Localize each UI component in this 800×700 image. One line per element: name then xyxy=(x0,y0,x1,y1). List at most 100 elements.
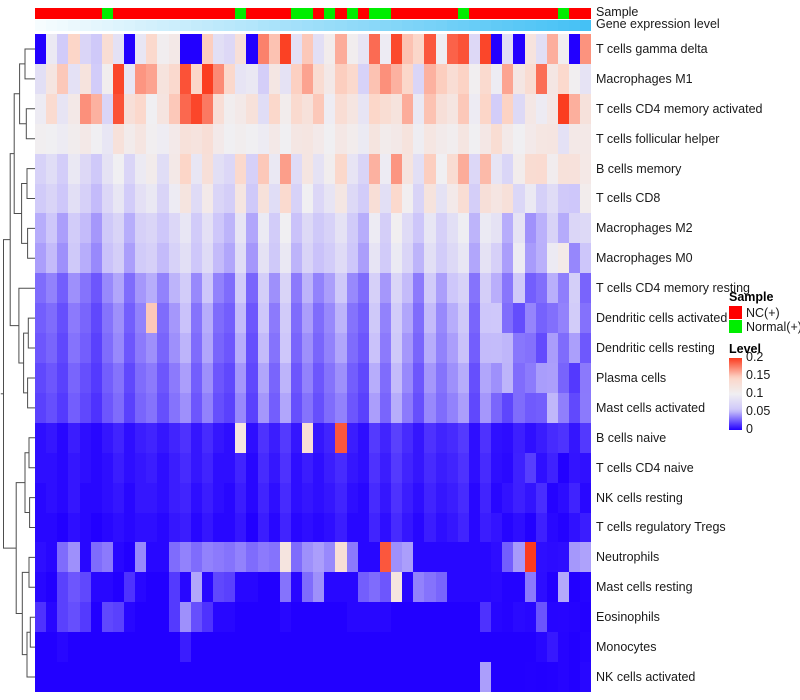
heatmap-cell xyxy=(224,303,236,334)
heatmap-cell xyxy=(68,512,80,543)
heatmap-cell xyxy=(402,63,414,94)
heatmap-cell xyxy=(379,572,391,603)
heatmap-cell xyxy=(257,392,269,423)
heatmap-cell xyxy=(179,123,191,154)
gene-expression-annotation-cell xyxy=(546,20,558,31)
heatmap-cell xyxy=(201,183,213,214)
heatmap-cell xyxy=(402,93,414,124)
row-label: NK cells activated xyxy=(596,669,696,684)
heatmap-cell xyxy=(468,123,480,154)
heatmap-cell xyxy=(224,183,236,214)
heatmap-cell xyxy=(569,123,581,154)
heatmap-cell xyxy=(157,632,169,663)
heatmap-cell xyxy=(79,93,91,124)
heatmap-cell xyxy=(357,602,369,633)
heatmap-cell xyxy=(446,333,458,363)
legend-color-swatch xyxy=(729,306,742,319)
heatmap-cell xyxy=(179,63,191,94)
heatmap-cell xyxy=(257,632,269,663)
heatmap-cell xyxy=(569,512,581,543)
level-colorbar-ticks: 0.2 0.15 0.1 0.05 0 xyxy=(746,351,799,436)
sample-annotation-cell xyxy=(491,8,503,19)
heatmap-cell xyxy=(157,183,169,214)
heatmap-row xyxy=(35,93,592,124)
heatmap-cell xyxy=(435,542,447,573)
heatmap-cell xyxy=(324,183,336,214)
heatmap-cell xyxy=(313,602,325,633)
heatmap-cell xyxy=(468,34,480,64)
heatmap-cell xyxy=(124,512,136,543)
heatmap-cell xyxy=(90,422,102,453)
heatmap-cell xyxy=(57,422,69,453)
heatmap-cell xyxy=(502,333,514,363)
heatmap-cell xyxy=(213,243,225,274)
gene-expression-annotation-cell xyxy=(413,20,425,31)
heatmap-cell xyxy=(46,303,58,334)
heatmap-cell xyxy=(290,572,302,603)
heatmap-cell xyxy=(290,602,302,633)
heatmap-cell xyxy=(546,243,558,274)
heatmap-cell xyxy=(391,333,403,363)
sample-annotation-cell xyxy=(257,8,269,19)
heatmap-cell xyxy=(224,392,236,423)
heatmap-cell xyxy=(424,243,436,274)
heatmap-cell xyxy=(535,482,547,513)
heatmap-cell xyxy=(101,452,113,483)
heatmap-cell xyxy=(480,572,492,603)
heatmap-cell xyxy=(135,362,147,393)
heatmap-cell xyxy=(569,153,581,184)
heatmap-cell xyxy=(435,273,447,304)
heatmap-cell xyxy=(168,34,180,64)
heatmap-cell xyxy=(68,34,80,64)
heatmap-cell xyxy=(201,482,213,513)
heatmap-cell xyxy=(268,63,280,94)
heatmap-cell xyxy=(557,422,569,453)
heatmap-cell xyxy=(101,153,113,184)
heatmap-cell xyxy=(491,542,503,573)
heatmap-cell xyxy=(557,123,569,154)
heatmap-cell xyxy=(313,123,325,154)
sample-legend-title: Sample xyxy=(729,290,774,304)
heatmap-cell xyxy=(335,572,347,603)
heatmap-cell xyxy=(302,303,314,334)
heatmap-cell xyxy=(279,422,291,453)
row-label: T cells follicular helper xyxy=(596,131,720,146)
heatmap-cell xyxy=(313,662,325,692)
heatmap-cell xyxy=(290,213,302,244)
heatmap-cell xyxy=(480,213,492,244)
heatmap-cell xyxy=(35,512,47,543)
sample-annotation-cell xyxy=(146,8,158,19)
heatmap-cell xyxy=(35,362,47,393)
heatmap-cell xyxy=(224,333,236,363)
heatmap-cell xyxy=(290,662,302,692)
heatmap-cell xyxy=(368,452,380,483)
heatmap-cell xyxy=(57,243,69,274)
heatmap-cell xyxy=(46,63,58,94)
heatmap-cell xyxy=(324,662,336,692)
heatmap-cell xyxy=(135,34,147,64)
legend-panel: Sample NC(+) Normal(+) Level 0.2 0.15 0.1 0.… xyxy=(729,290,800,436)
heatmap-cell xyxy=(124,183,136,214)
sample-annotation-cell xyxy=(46,8,58,19)
heatmap-cell xyxy=(535,362,547,393)
row-label: B cells memory xyxy=(596,161,682,176)
gene-expression-annotation-cell xyxy=(135,20,147,31)
heatmap-cell xyxy=(57,213,69,244)
heatmap-cell xyxy=(569,572,581,603)
heatmap-cell xyxy=(569,452,581,483)
heatmap-cell xyxy=(90,572,102,603)
heatmap-cell xyxy=(213,572,225,603)
heatmap-cell xyxy=(413,392,425,423)
heatmap-cell xyxy=(357,63,369,94)
heatmap-cell xyxy=(357,482,369,513)
heatmap-cell xyxy=(391,542,403,573)
heatmap-cell xyxy=(391,422,403,453)
heatmap-cell xyxy=(157,542,169,573)
heatmap-cell xyxy=(35,243,47,274)
sample-annotation-cell xyxy=(313,8,325,19)
heatmap-cell xyxy=(435,422,447,453)
heatmap-cell xyxy=(513,392,525,423)
heatmap-cell xyxy=(357,243,369,274)
heatmap-cell xyxy=(435,333,447,363)
heatmap-cell xyxy=(557,452,569,483)
